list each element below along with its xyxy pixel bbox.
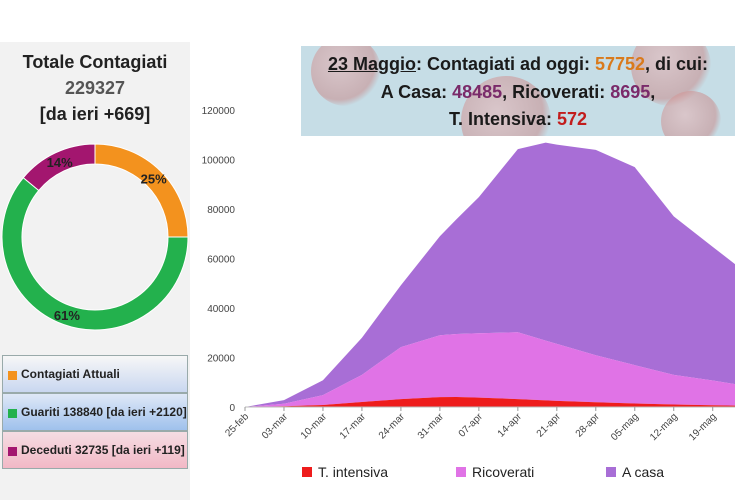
virus-image xyxy=(311,46,381,106)
x-tick-label: 14-apr xyxy=(496,411,525,440)
total-delta: [da ieri +669] xyxy=(39,104,151,124)
donut-slice xyxy=(94,143,189,238)
chart-legend-label: Ricoverati xyxy=(472,464,534,480)
donut-slice-label: 61% xyxy=(54,308,80,323)
donut-slice xyxy=(1,177,189,331)
area-series-t-intensiva xyxy=(245,396,735,407)
y-tick-label: 80000 xyxy=(207,205,235,216)
x-tick-label: 19-mag xyxy=(687,411,719,443)
headline-banner: 23 Maggio: Contagiati ad oggi: 57752, di… xyxy=(301,46,735,136)
area-series-a-casa xyxy=(245,142,735,407)
y-tick-label: 20000 xyxy=(207,354,235,365)
area-chart: 0 20000 40000 60000 80000 100000 120000 25-feb 0… xyxy=(202,106,735,480)
legend-swatch-contagiati xyxy=(8,371,17,380)
summary-panel: Totale Contagiati 229327 [da ieri +669] … xyxy=(0,42,190,500)
x-tick-label: 03-mar xyxy=(260,411,291,442)
legend-item-guariti: Guariti 138840 [da ieri +2120] xyxy=(2,393,188,431)
y-tick-label: 100000 xyxy=(202,156,236,167)
donut-slice-label: 25% xyxy=(141,171,167,186)
x-tick-label: 17-mar xyxy=(338,411,369,442)
banner-text: : Contagiati ad oggi: xyxy=(415,54,595,74)
banner-home-value: 48485 xyxy=(452,82,503,102)
total-title: Totale Contagiati xyxy=(22,52,168,72)
x-tick-label: 31-mar xyxy=(416,411,447,442)
banner-date: 23 Maggio xyxy=(327,54,416,74)
banner-text: T. Intensiva: xyxy=(448,109,557,129)
chart-legend-swatch xyxy=(606,467,616,477)
y-tick-label: 0 xyxy=(229,403,235,414)
banner-current-cases: 57752 xyxy=(594,54,646,74)
x-tick-label: 12-mag xyxy=(648,411,680,443)
virus-image xyxy=(661,91,721,136)
legend-swatch-deceduti xyxy=(8,447,17,456)
x-tick-label: 28-apr xyxy=(574,411,603,440)
banner-icu-value: 572 xyxy=(556,109,588,129)
x-tick-label: 24-mar xyxy=(377,411,408,442)
donut-slice-label: 14% xyxy=(47,155,73,170)
x-tick-label: 07-apr xyxy=(457,411,486,440)
legend-item-deceduti: Deceduti 32735 [da ieri +119] xyxy=(2,431,188,469)
banner-hospital-value: 8695 xyxy=(610,82,651,102)
legend-label-guariti: Guariti 138840 [da ieri +2120] xyxy=(21,405,187,419)
total-value: 229327 xyxy=(64,78,126,98)
banner-line-1: 23 Maggio: Contagiati ad oggi: 57752, di… xyxy=(301,54,735,75)
y-tick-label: 120000 xyxy=(202,106,236,117)
banner-line-3: T. Intensiva: 572 xyxy=(301,109,735,130)
y-tick-label: 60000 xyxy=(207,255,235,266)
chart-legend-label: T. intensiva xyxy=(318,464,388,480)
y-tick-label: 40000 xyxy=(207,304,235,315)
donut-chart: 25% 61% 14% xyxy=(1,143,189,331)
banner-text: , xyxy=(650,82,656,102)
legend-swatch-guariti xyxy=(8,409,17,418)
banner-text: A Casa: xyxy=(380,82,453,102)
x-tick-label: 25-feb xyxy=(223,411,251,439)
x-tick-label: 05-mag xyxy=(609,411,641,443)
area-series-ricoverati xyxy=(245,332,735,407)
legend-label-contagiati: Contagiati Attuali xyxy=(21,367,120,381)
x-tick-label: 10-mar xyxy=(299,411,330,442)
chart-legend-swatch xyxy=(456,467,466,477)
legend-label-deceduti: Deceduti 32735 [da ieri +119] xyxy=(21,443,185,457)
banner-line-2: A Casa: 48485, Ricoverati: 8695, xyxy=(301,82,735,103)
chart-legend-swatch xyxy=(302,467,312,477)
x-tick-label: 21-apr xyxy=(535,411,564,440)
chart-legend-label: A casa xyxy=(622,464,664,480)
legend-item-contagiati: Contagiati Attuali xyxy=(2,355,188,393)
banner-text: , Ricoverati: xyxy=(502,82,611,102)
banner-text: , di cui: xyxy=(645,54,709,74)
donut-slice xyxy=(22,143,96,192)
